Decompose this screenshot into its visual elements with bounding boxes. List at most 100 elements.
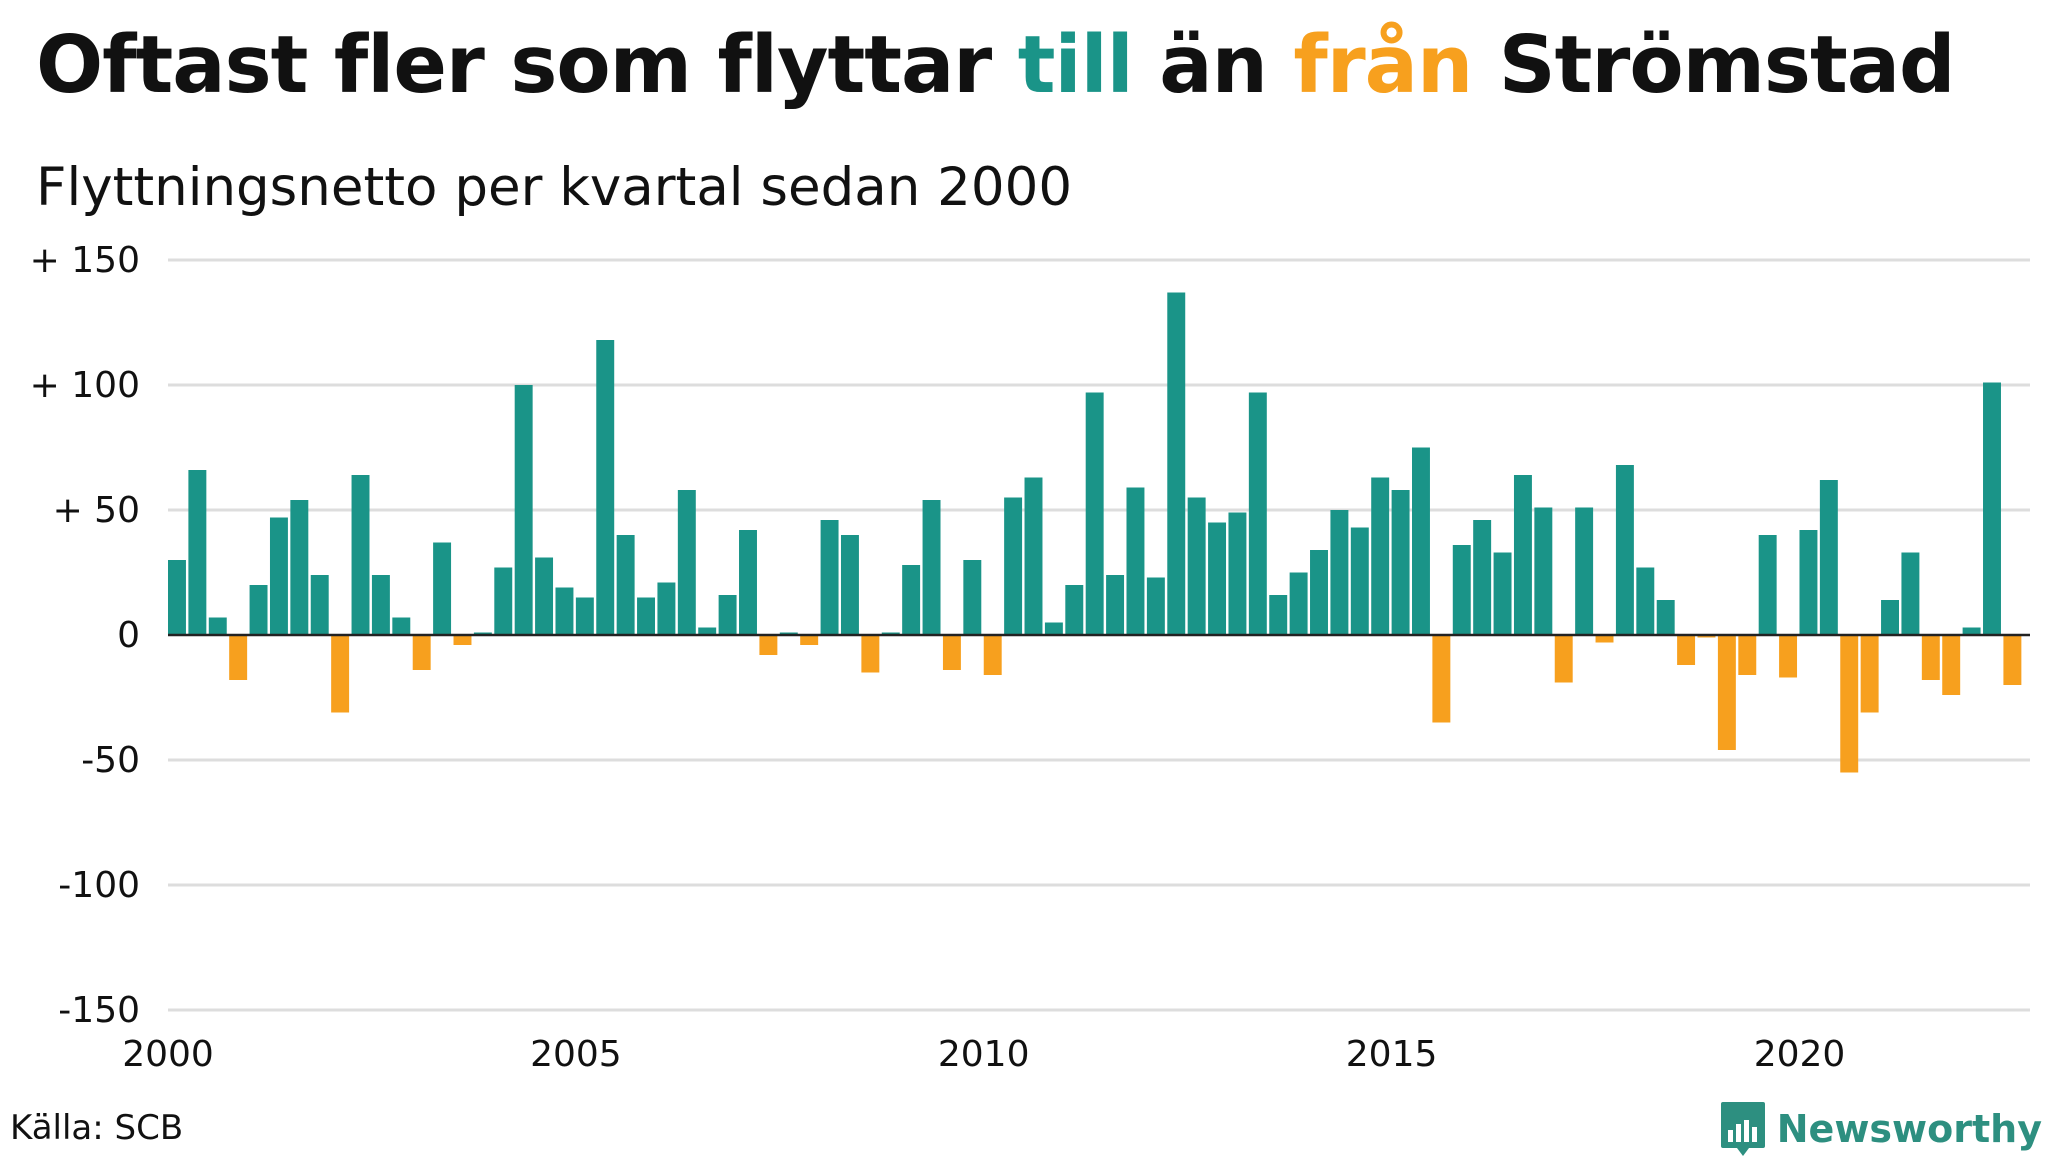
x-tick-label: 2020: [1754, 1034, 1846, 1075]
y-tick-label: -100: [58, 865, 140, 906]
bar: [1452, 545, 1471, 635]
title-part-2: än: [1132, 19, 1294, 111]
bar: [1065, 585, 1084, 635]
chart-subtitle: Flyttningsnetto per kvartal sedan 2000: [36, 157, 1073, 218]
bar: [840, 535, 859, 635]
bar: [269, 517, 288, 635]
bar: [310, 575, 329, 635]
bar: [637, 597, 655, 635]
bar: [1106, 575, 1125, 635]
bar: [963, 560, 982, 635]
bar: [1371, 477, 1390, 635]
bar: [1004, 497, 1023, 635]
bar: [657, 582, 676, 635]
bar: [1473, 520, 1492, 635]
bar: [800, 635, 819, 645]
bar-chart: + 150+ 100+ 500-50-100-150 2000 2005 2010 2…: [30, 240, 2030, 1075]
y-tick-label: + 50: [53, 490, 140, 531]
y-tick-label: + 100: [30, 365, 140, 406]
bar: [1881, 600, 1899, 635]
bar: [861, 635, 880, 673]
bar: [1575, 507, 1594, 635]
bar: [718, 595, 737, 635]
bar: [351, 475, 370, 635]
bar: [2003, 635, 2022, 685]
bar: [1269, 595, 1288, 635]
bar: [1228, 512, 1247, 635]
bar: [1289, 572, 1308, 635]
x-tick-label: 2005: [530, 1034, 622, 1075]
bar: [1432, 635, 1451, 723]
y-axis-tick-labels: + 150 + 100 + 50 0 -50 -100 -150: [30, 240, 140, 1031]
y-tick-label: -150: [58, 990, 140, 1031]
bar: [1921, 635, 1940, 680]
bar: [494, 567, 513, 635]
bar: [1330, 510, 1349, 635]
bar: [1044, 622, 1063, 635]
x-tick-label: 2015: [1346, 1034, 1438, 1075]
bar: [596, 340, 615, 635]
bar: [1391, 490, 1410, 635]
bar: [820, 520, 839, 635]
bar: [616, 535, 635, 635]
bar: [942, 635, 961, 670]
bar: [1860, 635, 1879, 713]
bar: [1942, 635, 1961, 695]
bar: [555, 587, 574, 635]
chart-title: Oftast fler som flyttar till än från Str…: [36, 18, 1956, 113]
bar: [1819, 480, 1838, 635]
bar: [902, 565, 921, 635]
title-part-1: Oftast fler som flyttar: [36, 19, 1018, 111]
bar: [1248, 392, 1267, 635]
x-axis-tick-labels: 2000 2005 2010 2015 2020: [122, 1034, 1845, 1075]
bar: [1350, 527, 1369, 635]
source-note: Källa: SCB: [10, 1108, 184, 1148]
bar: [1656, 600, 1675, 635]
bar: [1983, 382, 2001, 635]
bar: [1779, 635, 1798, 678]
bar: [922, 500, 941, 635]
bar: [249, 585, 268, 635]
title-highlight-fran: från: [1293, 19, 1473, 111]
x-tick-label: 2010: [938, 1034, 1030, 1075]
bar: [1615, 465, 1634, 635]
y-tick-label: -50: [81, 740, 140, 781]
bar: [1534, 507, 1553, 635]
bar: [331, 635, 350, 713]
title-part-3: Strömstad: [1472, 19, 1956, 111]
bar: [1901, 552, 1920, 635]
bar: [208, 617, 227, 635]
bar: [1738, 635, 1757, 675]
title-highlight-till: till: [1017, 19, 1134, 111]
bar: [453, 635, 472, 645]
bar: [575, 597, 594, 635]
bar: [1758, 535, 1777, 635]
brand-name: Newsworthy: [1776, 1107, 2042, 1151]
bar: [1717, 635, 1736, 750]
bar: [1126, 487, 1145, 635]
bar: [983, 635, 1002, 675]
bar: [1677, 635, 1696, 665]
bar: [1962, 627, 1981, 635]
bar: [1840, 635, 1859, 773]
bar: [1412, 447, 1430, 635]
bar: [1167, 292, 1186, 635]
bar: [739, 530, 757, 635]
bar: [1085, 392, 1104, 635]
brand-logo: Newsworthy: [1719, 1100, 2042, 1158]
bar: [371, 575, 390, 635]
bar: [1208, 522, 1227, 635]
bar: [759, 635, 778, 655]
bar: [1636, 567, 1655, 635]
x-tick-label: 2000: [122, 1034, 214, 1075]
bar: [1146, 577, 1165, 635]
y-tick-label: + 150: [30, 240, 140, 281]
bar: [514, 385, 533, 635]
bar: [229, 635, 248, 680]
bar: [1187, 497, 1206, 635]
bar: [698, 627, 717, 635]
bar: [1310, 550, 1328, 635]
bar: [188, 470, 207, 635]
bar: [1493, 552, 1512, 635]
bar: [677, 490, 696, 635]
